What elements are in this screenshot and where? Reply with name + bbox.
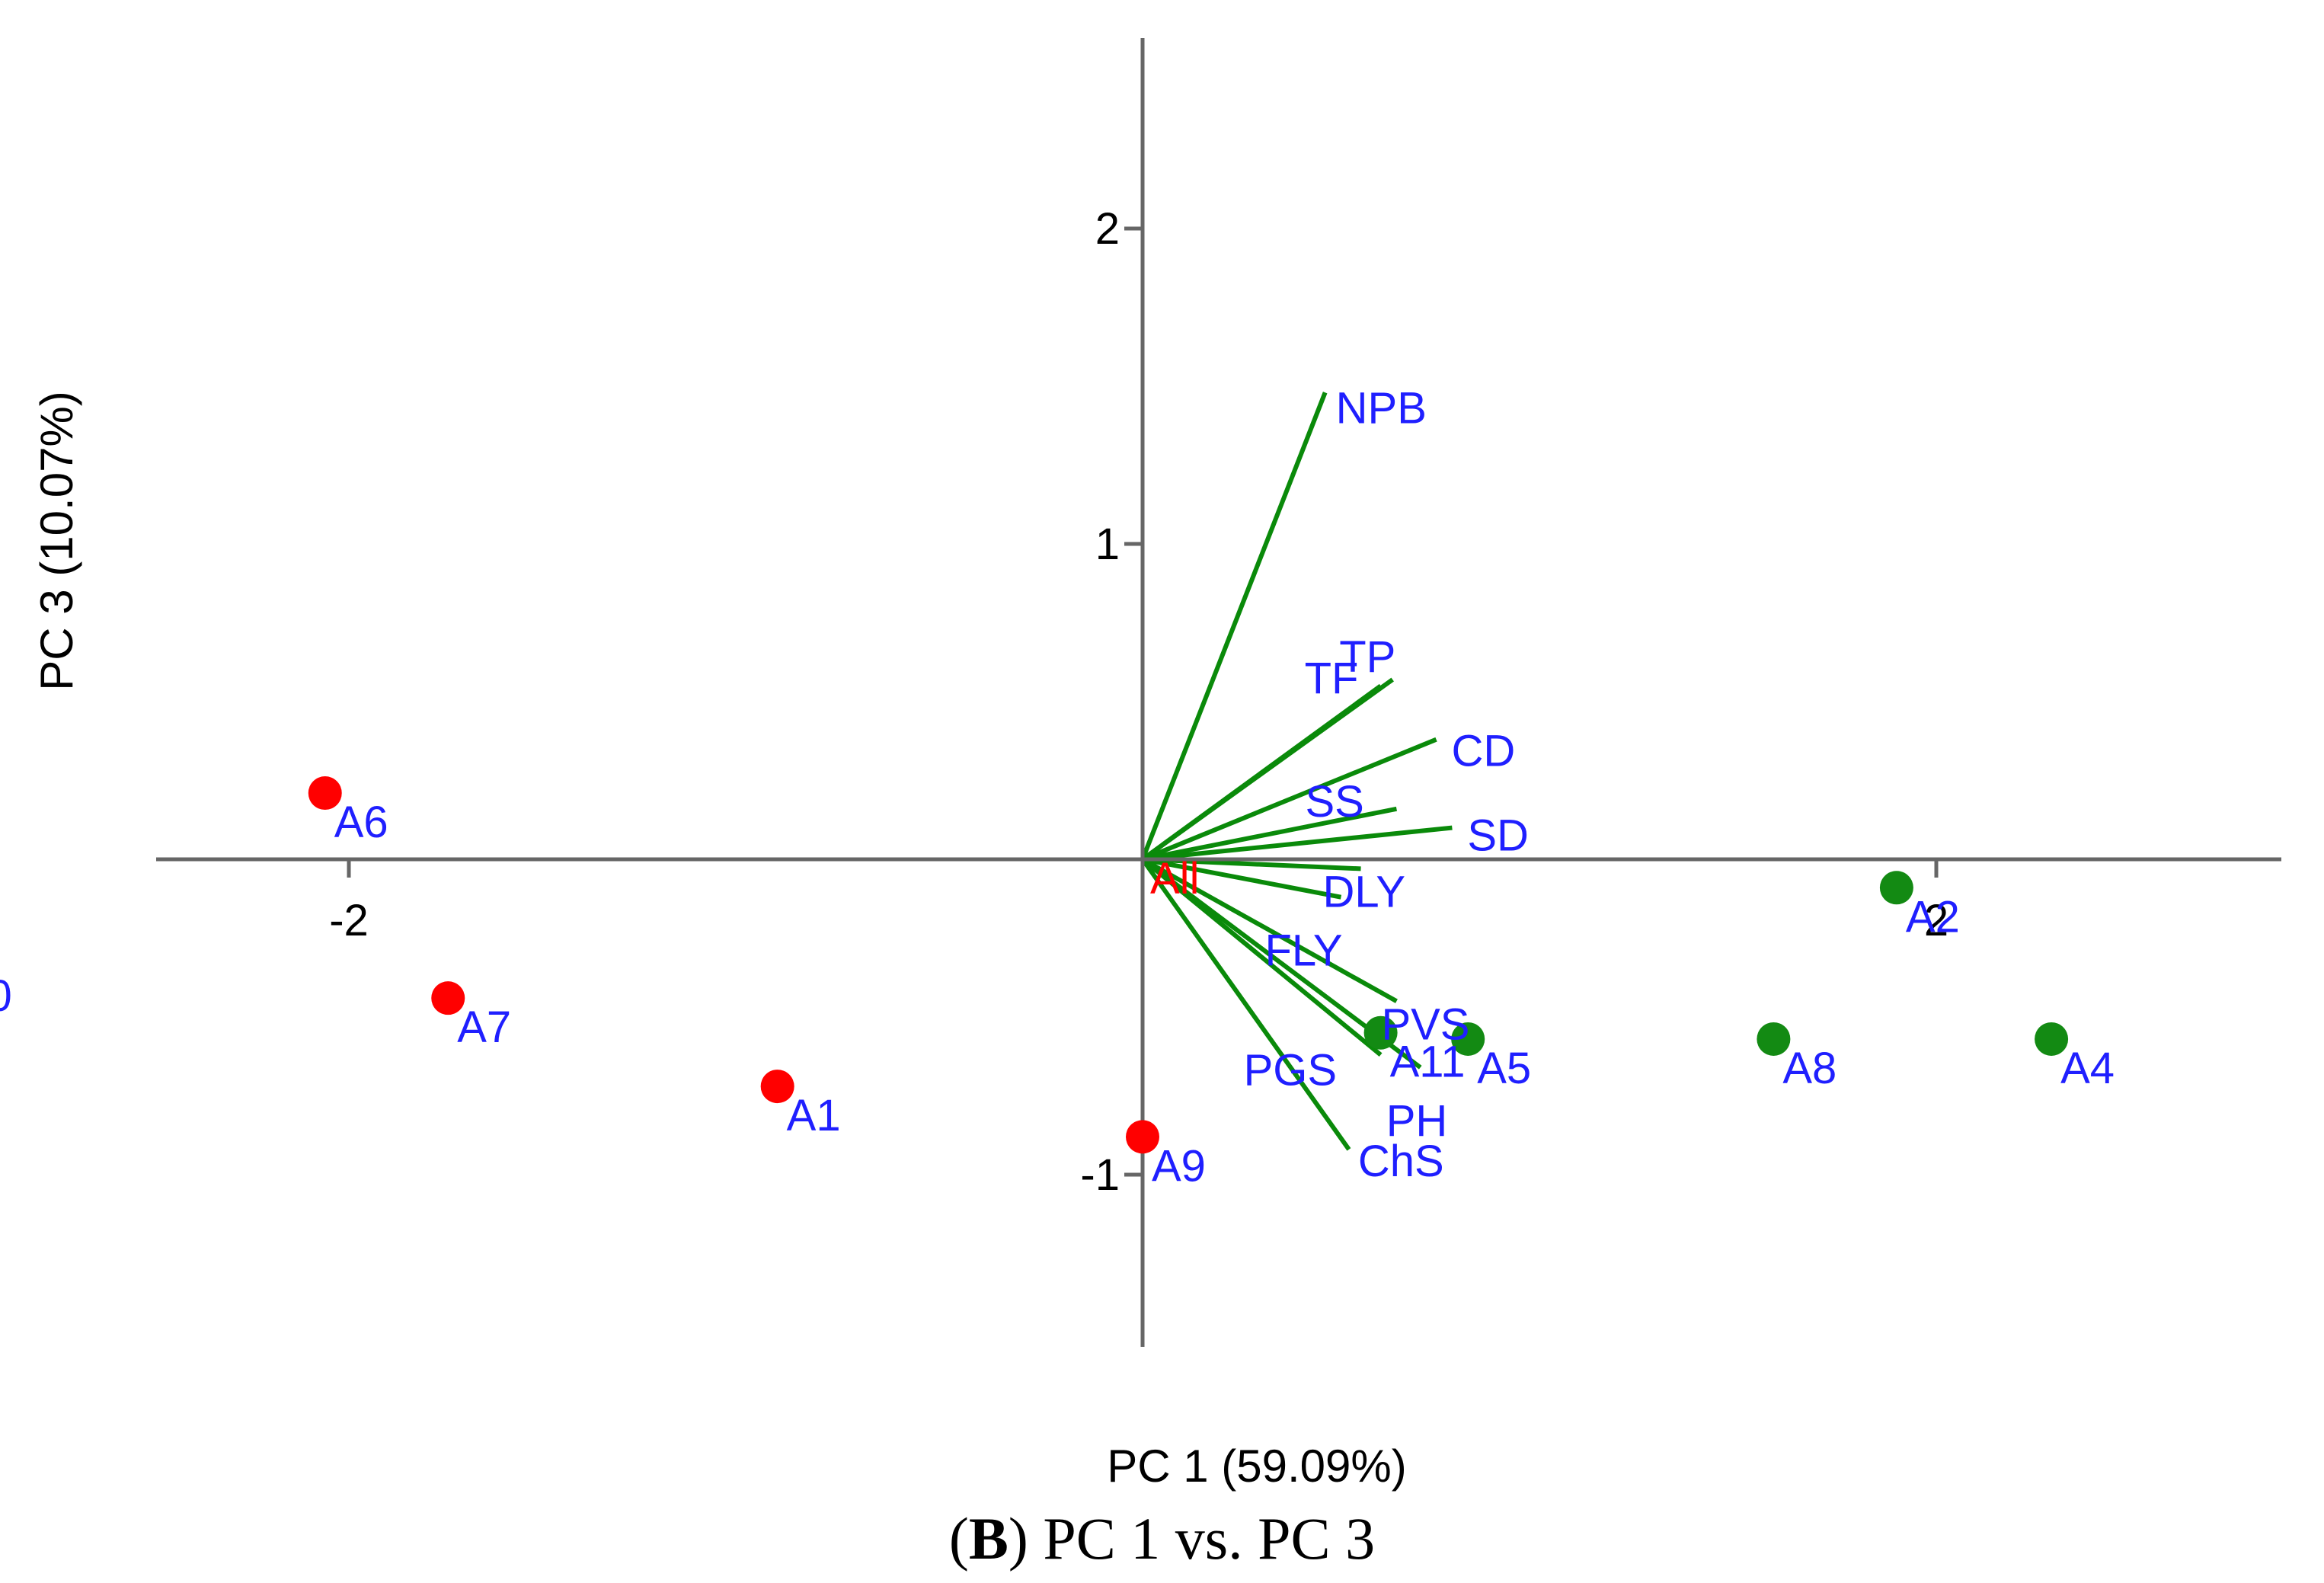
loading-vector-pvs [1141,857,1398,1003]
score-points [308,776,2069,1154]
y-axis-title: PC 3 (10.07%) [31,391,82,691]
loading-label-pvs: PVS [1381,999,1469,1049]
point-label-a10: A10 [0,971,12,1021]
loading-label-pgs: PGS [1244,1046,1338,1095]
point-a4 [2035,1022,2069,1056]
point-a7 [431,981,465,1015]
pca-biplot: -4-22421-1 NPBTPTFCDSSSDDLYFLYPVSPGSPHCh… [0,38,2281,1492]
point-label-a2: A2 [1906,892,1960,942]
y-tick-label: -1 [1080,1150,1120,1200]
point-a8 [1757,1022,1791,1056]
x-axis-title: PC 1 (59.09%) [1107,1441,1407,1492]
y-tick-label: 1 [1095,520,1120,569]
x-tick-label: -2 [329,896,369,945]
figure-caption: (B) PC 1 vs. PC 3 [948,1505,1376,1572]
caption-text: PC 1 vs. PC 3 [1028,1505,1376,1572]
point-label-a6: A6 [334,798,388,847]
loading-label-fly: FLY [1265,926,1343,976]
point-a9 [1126,1120,1159,1154]
loading-vector-fly [1142,857,1342,900]
ticks: -4-22421-1 [329,204,1948,1200]
point-a1 [760,1070,794,1104]
loading-label-npb: NPB [1336,383,1427,433]
caption-letter: B [968,1505,1009,1572]
point-a6 [308,776,342,811]
loading-label-ss: SS [1305,777,1363,827]
center-label: All [1150,854,1199,903]
loading-label-tf: TF [1305,654,1359,703]
loading-label-cd: CD [1452,727,1516,776]
point-label-a11: A11 [1390,1038,1466,1087]
point-label-a5: A5 [1477,1044,1531,1093]
loading-label-chs: ChS [1358,1137,1444,1186]
loading-vector-npb [1140,392,1328,861]
loading-vector-cd [1141,737,1437,862]
axes [156,38,2281,1347]
loading-vector-sd [1142,825,1453,862]
loading-vectors [1140,392,1453,1151]
point-a2 [1879,871,1913,905]
y-tick-label: 2 [1095,204,1120,254]
x-tick-label: 2 [1924,896,1948,945]
point-labels: NPBTPTFCDSSSDDLYFLYPVSPGSPHChSAllMSA6A10… [0,383,2115,1191]
loading-label-tp: TP [1339,632,1395,682]
loading-vector-chs [1140,858,1351,1151]
point-label-a4: A4 [2060,1044,2115,1093]
point-label-a8: A8 [1782,1044,1837,1093]
point-label-a1: A1 [787,1091,841,1140]
point-label-a9: A9 [1152,1141,1206,1191]
point-label-a7: A7 [457,1003,511,1052]
loading-vector-tf [1141,683,1383,862]
loading-label-dly: DLY [1323,867,1406,916]
point-a11 [1363,1015,1398,1050]
loading-label-sd: SD [1467,811,1529,861]
loading-vector-ss [1142,806,1398,862]
loading-label-ph: PH [1386,1096,1448,1146]
point-a5 [1451,1022,1485,1056]
